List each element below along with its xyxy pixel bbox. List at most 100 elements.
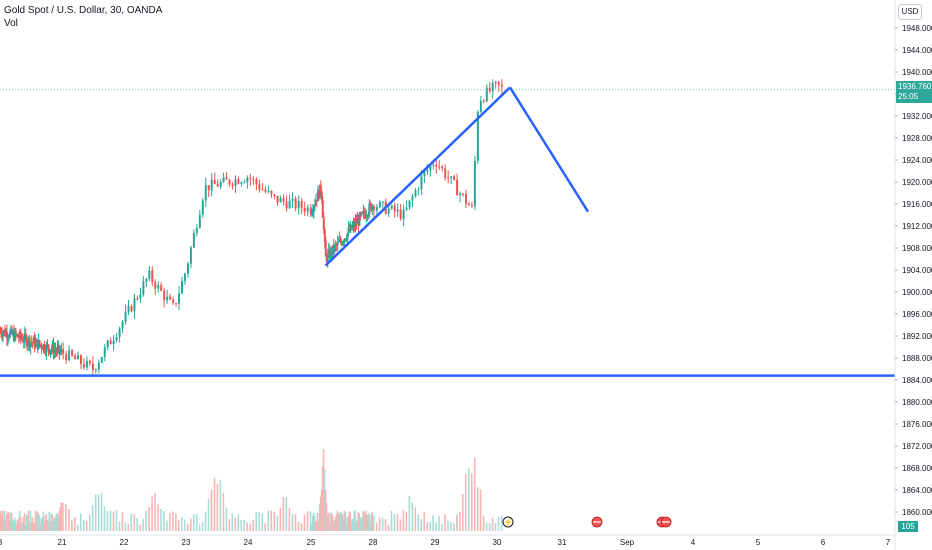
trend-line — [324, 86, 511, 267]
volume-bar — [65, 503, 67, 531]
candle-body — [267, 190, 270, 192]
volume-bar — [13, 517, 16, 531]
volume-bar — [333, 519, 336, 531]
volume-bar — [10, 512, 13, 531]
volume-bar — [384, 519, 387, 531]
candle-body — [261, 189, 264, 191]
candle-body — [91, 363, 94, 370]
volume-bar — [429, 522, 431, 531]
volume-bar — [453, 523, 455, 531]
candle-body — [285, 201, 288, 209]
volume-bar — [180, 517, 183, 531]
volume-bar — [356, 520, 359, 531]
volume-bar — [26, 516, 29, 531]
candle-body — [314, 200, 317, 205]
volume-bar — [417, 514, 420, 531]
volume-bar — [130, 513, 133, 531]
volume-bar — [426, 522, 428, 531]
candle-body — [5, 331, 8, 339]
candle-body — [450, 176, 453, 178]
price-tick-label: 1940.000 — [902, 68, 932, 77]
volume-bar — [362, 510, 364, 531]
volume-bar — [52, 520, 55, 531]
candle-body — [97, 362, 100, 370]
price-tick-label: 1944.000 — [902, 46, 932, 55]
candle-body — [367, 213, 370, 217]
volume-bar — [49, 521, 52, 531]
volume-bar — [345, 524, 348, 531]
candle-body — [106, 340, 109, 348]
volume-bar — [249, 523, 251, 531]
candle-body — [62, 349, 65, 354]
candle-body — [130, 306, 133, 312]
candle-body — [341, 242, 344, 245]
candle-body — [311, 211, 314, 213]
candle-body — [372, 206, 375, 211]
candle-body — [195, 227, 198, 234]
volume-bar — [320, 490, 323, 531]
candle-body — [24, 333, 27, 337]
volume-bar — [273, 511, 276, 531]
candle-body — [494, 81, 497, 83]
volume-bar — [30, 522, 33, 531]
time-tick-label: 8 — [0, 538, 3, 547]
currency-button[interactable]: USD — [898, 4, 922, 20]
candle-body — [201, 200, 204, 215]
volume-bar — [33, 524, 36, 531]
price-tick-label: 1904.000 — [902, 266, 932, 275]
volume-bar — [323, 469, 326, 531]
volume-bar — [7, 512, 10, 531]
candle-body — [441, 166, 444, 169]
volume-bar — [20, 522, 23, 531]
volume-bar — [50, 513, 53, 531]
candle-body — [46, 344, 49, 346]
volume-bar — [53, 517, 56, 531]
candle-body — [166, 296, 169, 301]
volume-bar — [310, 524, 313, 531]
volume-bar — [59, 506, 62, 531]
time-tick-label: 6 — [821, 538, 826, 547]
volume-bar — [41, 517, 44, 531]
volume-bar — [17, 518, 20, 531]
volume-bar — [85, 520, 88, 531]
candles — [0, 79, 503, 375]
candle-body — [279, 197, 282, 203]
candle-body — [94, 369, 97, 371]
last-price-value: 1936.760 — [898, 82, 932, 91]
candle-body — [178, 293, 181, 304]
volume-bar — [142, 518, 144, 531]
price-tick-label: 1916.000 — [902, 200, 932, 209]
candle-body — [310, 212, 313, 215]
price-tick-label: 1884.000 — [902, 376, 932, 385]
volume-bar — [288, 508, 291, 531]
volume-bar — [408, 495, 411, 531]
volume-bar — [106, 510, 109, 531]
price-tick-label: 1896.000 — [902, 310, 932, 319]
candle-body — [234, 179, 237, 186]
lightning-icon: ⚡ — [503, 517, 513, 527]
candle-body — [291, 198, 294, 201]
candle-body — [103, 347, 106, 358]
volume-bar — [109, 510, 112, 531]
candle-body — [53, 349, 56, 355]
candle-body — [417, 189, 420, 191]
volume-bar — [222, 492, 225, 531]
candle-body — [361, 212, 364, 214]
volume-bar — [315, 522, 318, 531]
candle-body — [225, 177, 228, 180]
time-tick-label: 22 — [120, 538, 129, 547]
volume-bar — [157, 504, 159, 531]
volume-bar — [328, 524, 331, 531]
candle-body — [219, 181, 222, 187]
candle-body — [189, 247, 192, 264]
candle-body — [145, 278, 148, 282]
candle-body — [282, 197, 285, 202]
volume-bar — [0, 510, 2, 531]
volume-bar — [473, 457, 476, 531]
volume-bar — [198, 524, 201, 531]
volume-bar — [467, 468, 470, 531]
time-tick-label: 28 — [369, 538, 378, 547]
volume-bar — [450, 521, 452, 531]
volume-bar — [56, 513, 59, 531]
